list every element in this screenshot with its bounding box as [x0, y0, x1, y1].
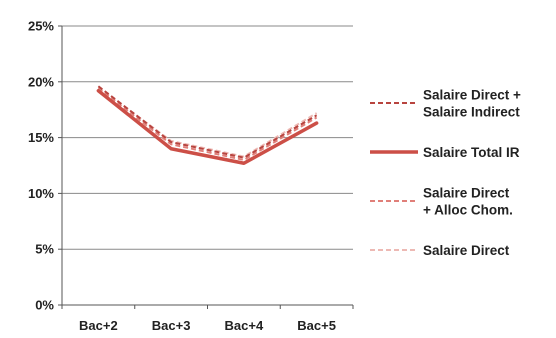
series-line-1 — [97, 85, 318, 159]
x-tick-label: Bac+2 — [79, 318, 118, 333]
legend-label: Salaire Indirect — [423, 105, 520, 120]
legend-label: Salaire Total IR — [423, 145, 520, 160]
y-tick-label: 15% — [28, 130, 54, 145]
y-tick-label: 0% — [35, 298, 54, 313]
y-tick-label: 5% — [35, 242, 54, 257]
series-lines — [96, 85, 319, 166]
axes — [61, 26, 354, 309]
gridlines — [58, 25, 353, 306]
y-tick-labels: 0% 5% 10% 15% 20% 25% — [28, 19, 54, 313]
x-tick-labels: Bac+2 Bac+3 Bac+4 Bac+5 — [79, 318, 336, 333]
series-line-4 — [97, 86, 318, 158]
y-tick-label: 25% — [28, 19, 54, 34]
legend: Salaire Direct + Salaire Indirect Salaire … — [370, 88, 521, 258]
series-line-2 — [96, 88, 319, 166]
y-tick-label: 20% — [28, 74, 54, 89]
legend-label: + Alloc Chom. — [423, 203, 513, 218]
legend-label: Salaire Direct — [423, 186, 510, 201]
y-tick-label: 10% — [28, 186, 54, 201]
series-line-3 — [97, 87, 318, 161]
x-tick-label: Bac+5 — [297, 318, 336, 333]
legend-label: Salaire Direct + — [423, 88, 521, 103]
legend-label: Salaire Direct — [423, 243, 510, 258]
x-tick-label: Bac+3 — [152, 318, 191, 333]
x-tick-label: Bac+4 — [225, 318, 264, 333]
